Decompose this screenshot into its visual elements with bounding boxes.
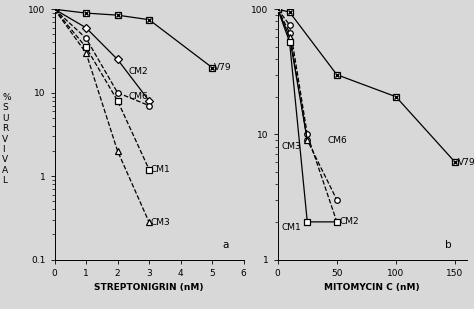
Text: %
S
U
R
V
I
V
A
L: % S U R V I V A L: [2, 93, 11, 185]
Text: CM1: CM1: [151, 165, 171, 174]
Text: V79: V79: [457, 158, 474, 167]
Text: V79: V79: [214, 63, 231, 72]
Text: CM1: CM1: [281, 223, 301, 232]
Text: b: b: [445, 239, 452, 250]
X-axis label: STREPTONIGRIN (nM): STREPTONIGRIN (nM): [94, 283, 204, 292]
X-axis label: MITOMYCIN C (nM): MITOMYCIN C (nM): [325, 283, 420, 292]
Text: CM6: CM6: [128, 92, 148, 101]
Text: CM2: CM2: [339, 218, 359, 226]
Text: CM2: CM2: [128, 67, 148, 76]
Text: CM3: CM3: [281, 142, 301, 151]
Text: a: a: [222, 239, 228, 250]
Text: CM3: CM3: [151, 218, 171, 227]
Text: CM6: CM6: [328, 136, 347, 145]
